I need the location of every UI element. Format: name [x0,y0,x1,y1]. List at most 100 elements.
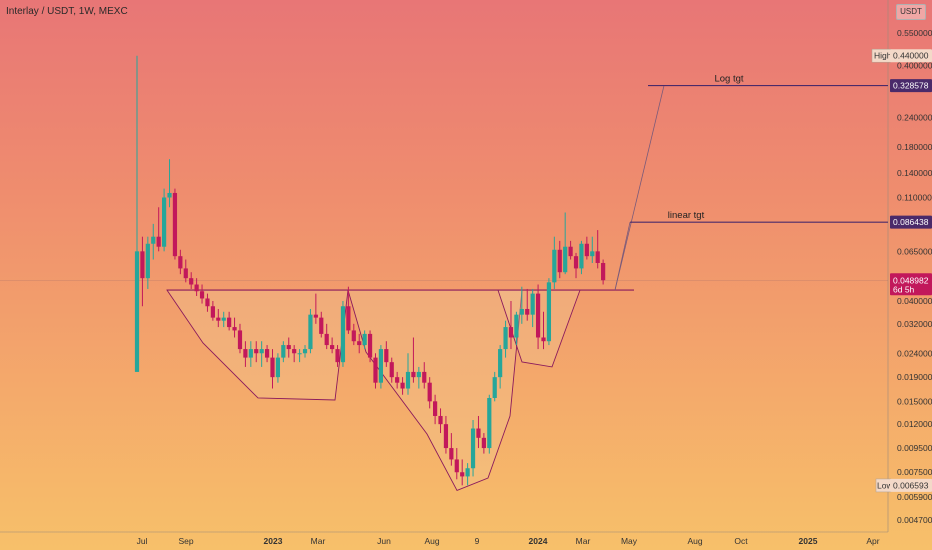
candle-body [373,357,378,383]
candle-body [335,349,340,363]
candle-body [465,468,470,477]
time-tick-label: Jul [137,536,148,546]
price-tick-label: 0.024000 [897,348,932,358]
candle-body [487,397,492,449]
time-tick-label: Mar [311,536,326,546]
bar-countdown: 6d 5h [893,284,915,294]
candle-body [254,349,259,354]
candle-body [281,345,286,358]
time-tick-label: Oct [734,536,748,546]
candle-body [259,349,264,354]
candle-body [584,243,589,257]
candle-body [438,415,443,425]
candle-body [351,330,356,342]
candle-body [552,249,557,283]
candle-body [221,317,226,321]
price-tick-label: 0.015000 [897,396,932,406]
currency-button[interactable]: USDT [896,4,926,20]
time-tick-label: 9 [475,536,480,546]
log-target-projection [614,85,665,291]
candle-body [216,317,221,321]
candle-body [535,293,541,338]
candle-body [264,349,270,358]
candle-body [178,256,183,269]
candle-body [411,371,416,378]
low-label: Low [877,480,893,490]
time-tick-label: 2025 [799,536,818,546]
candle-body [557,249,562,273]
candle-body [573,256,579,269]
candle-body [286,345,291,350]
candle-body [357,341,362,346]
candle-body [308,314,313,350]
log-target-label: Log tgt [714,74,743,85]
candle-body [313,314,318,318]
candle-body [433,401,438,416]
price-tick-label: 0.240000 [897,113,932,123]
candle-body [492,377,497,398]
price-tick-label: 0.400000 [897,60,932,70]
candle-body [508,327,514,338]
time-tick-label: Aug [424,536,439,546]
candle-body [422,371,427,383]
price-tick-label: 0.007500 [897,467,932,477]
price-tick-label: 0.012000 [897,419,932,429]
candle-body [514,314,519,338]
price-tick-label: 0.065000 [897,246,932,256]
candle-body [189,278,194,285]
candle-body [519,308,524,315]
high-price-tag-bg [890,49,932,63]
candle-body [275,357,281,378]
candle-body [151,236,156,244]
linear-target-projection [614,222,631,291]
candle-body [162,197,167,247]
price-tick-label: 0.040000 [897,296,932,306]
current-price-tag: 0.048982 [893,275,929,285]
linear-target-price-tag-bg [890,215,932,229]
candle-body [541,337,546,342]
candle-body [498,349,503,378]
candle-body [292,349,297,354]
time-tick-label: Apr [866,536,879,546]
candle-body [378,349,383,383]
price-tick-label: 0.110000 [897,193,932,203]
candle-body [470,428,476,469]
high-label: High [874,51,892,61]
candle-body [590,251,595,257]
candle-body [243,349,248,358]
candle-body [237,330,243,350]
candle-body [145,243,150,279]
candle-body [476,428,481,438]
candle-body [199,291,205,299]
price-tags: High 0.440000 Low 0.006593 0.328578 0.086438 0… [871,48,932,493]
price-tick-label: 0.550000 [897,28,932,38]
price-tick-label: 0.005900 [897,492,932,502]
candle-body [330,345,335,350]
candle-body [172,192,178,257]
candle-body [525,308,530,315]
time-tick-label: Mar [576,536,591,546]
linear-target-label: linear tgt [668,210,705,221]
candle-body [454,459,459,473]
price-tick-label: 0.019000 [897,372,932,382]
candle-body [389,362,394,378]
price-tick-label: 0.032000 [897,319,932,329]
candle-body [563,246,568,273]
head-and-shoulders-pattern [0,279,888,492]
candle-body [601,262,606,281]
low-price-tag-bg [890,478,932,492]
candle-body [367,333,373,358]
candle-body [270,357,275,378]
candle-body [503,327,508,350]
time-axis: Jul Sep 2023 Mar Jun Aug 9 2024 Mar May Aug Oct 2025… [137,536,880,546]
time-tick-label: Sep [178,536,193,546]
candle-body [579,243,584,269]
candle-body [400,382,405,389]
time-tick-label: May [621,536,638,546]
high-price-tag: 0.440000 [893,51,929,61]
candle-body [384,349,389,363]
candle-body [194,284,199,292]
candle-body [248,349,253,358]
left-shoulder-outline [166,289,349,401]
